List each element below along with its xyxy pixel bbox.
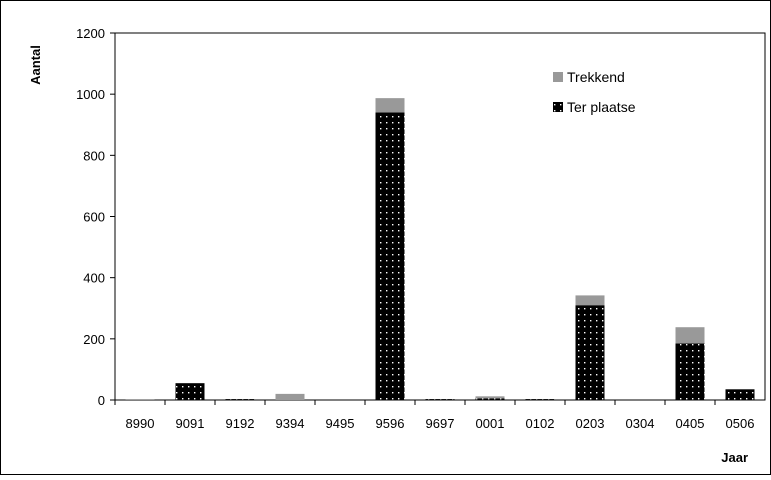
bar-ter-plaatse	[525, 399, 555, 400]
bar-trekkend	[375, 98, 405, 113]
bar-ter-plaatse	[225, 399, 255, 400]
bars-layer	[125, 98, 755, 401]
bar-ter-plaatse	[575, 305, 605, 400]
x-tick-label: 9091	[176, 416, 205, 431]
y-tick-label: 600	[83, 210, 105, 225]
bar-trekkend	[125, 399, 155, 400]
bar-ter-plaatse	[425, 399, 455, 400]
y-tick-label: 200	[83, 332, 105, 347]
bar-trekkend	[575, 295, 605, 306]
bar-ter-plaatse	[475, 398, 505, 400]
legend-label-trekkend: Trekkend	[567, 69, 625, 85]
bar-trekkend	[475, 396, 505, 399]
y-axis-title: Aantal	[28, 45, 43, 85]
x-tick-label: 0203	[576, 416, 605, 431]
x-tick-label: 0102	[526, 416, 555, 431]
x-tick-label: 9596	[376, 416, 405, 431]
y-axis: 0 200 400 600 800 1000 1200	[76, 26, 115, 408]
legend-label-ter-plaatse: Ter plaatse	[567, 99, 636, 115]
x-tick-label: 0506	[726, 416, 755, 431]
plot-area	[114, 32, 766, 401]
x-tick-label: 9192	[226, 416, 255, 431]
x-tick-label: 9495	[326, 416, 355, 431]
bar-trekkend	[275, 393, 305, 400]
legend-swatch-trekkend	[553, 72, 563, 82]
x-tick-label: 0304	[626, 416, 655, 431]
y-tick-label: 800	[83, 148, 105, 163]
x-tick-label: 8990	[126, 416, 155, 431]
bar-ter-plaatse	[375, 112, 405, 401]
x-tick-label: 0405	[676, 416, 705, 431]
x-tick-label: 9697	[426, 416, 455, 431]
x-tick-label: 0001	[476, 416, 505, 431]
bar-ter-plaatse	[725, 389, 755, 400]
y-tick-label: 0	[98, 393, 105, 408]
y-tick-label: 400	[83, 271, 105, 286]
bar-ter-plaatse	[675, 343, 705, 400]
x-tick-label: 9394	[276, 416, 305, 431]
x-axis-title: Jaar	[721, 450, 748, 465]
bar-ter-plaatse	[175, 383, 205, 400]
x-axis: 8990 9091 9192 9394 9495 9596 9697 0001 0102 0203…	[114, 400, 755, 431]
y-tick-label: 1200	[76, 26, 105, 41]
bar-trekkend	[675, 327, 705, 344]
legend-swatch-ter-plaatse	[553, 102, 563, 112]
y-tick-label: 1000	[76, 87, 105, 102]
